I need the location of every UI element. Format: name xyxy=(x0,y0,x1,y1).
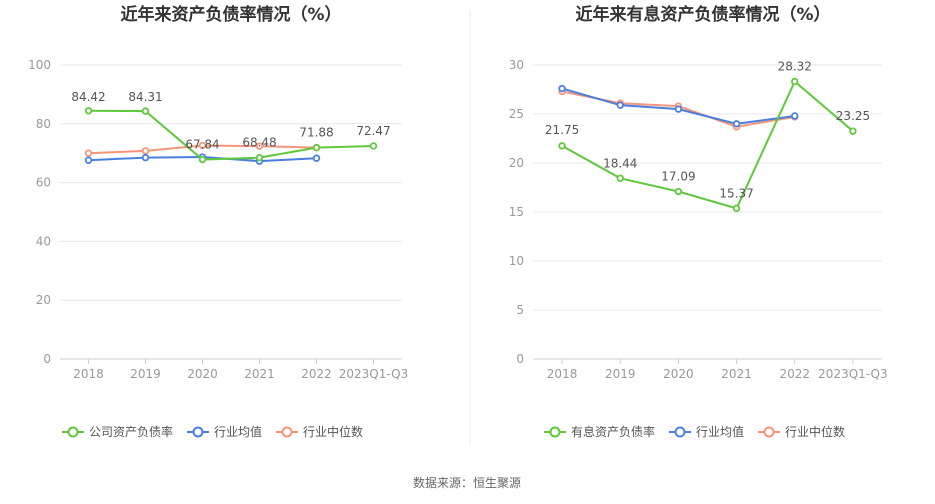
data-point-company xyxy=(255,153,264,162)
legend-marker xyxy=(192,426,204,438)
x-tick-label: 2021 xyxy=(244,367,275,381)
data-label: 84.42 xyxy=(71,90,105,104)
legend-item-company[interactable]: 有息资产负债率 xyxy=(544,424,655,439)
x-tick-label: 2019 xyxy=(605,367,636,381)
data-label: 28.32 xyxy=(778,59,812,73)
legend-marker xyxy=(674,426,686,438)
data-point-median xyxy=(141,147,150,155)
legend-label: 有息资产负债率 xyxy=(571,424,655,439)
series-line-company xyxy=(88,109,374,161)
x-tick-label: 2021 xyxy=(721,367,752,381)
legend-item-avg[interactable]: 行业均值 xyxy=(669,424,744,439)
x-tick-label: 2018 xyxy=(547,367,578,381)
data-point-avg xyxy=(791,112,799,120)
legend-label: 行业均值 xyxy=(214,424,262,439)
data-point-company xyxy=(312,143,321,152)
legend-item-median[interactable]: 行业中位数 xyxy=(758,424,845,439)
data-point-avg xyxy=(141,153,150,162)
y-tick-label: 30 xyxy=(509,58,524,72)
y-tick-label: 20 xyxy=(509,156,524,170)
legend-marker xyxy=(549,426,561,438)
legend-marker xyxy=(763,426,775,438)
legend-label: 行业中位数 xyxy=(785,424,845,439)
data-label: 17.09 xyxy=(661,170,695,184)
series-line-company xyxy=(561,79,854,210)
legend-label: 行业均值 xyxy=(696,424,744,439)
data-label: 21.75 xyxy=(545,123,579,137)
y-tick-label: 0 xyxy=(516,352,524,366)
x-tick-label: 2022 xyxy=(779,367,810,381)
data-point-company xyxy=(141,107,150,115)
x-tick-label: 2018 xyxy=(73,367,104,381)
y-tick-label: 0 xyxy=(43,352,51,366)
source-note: 数据来源：恒生聚源 xyxy=(413,475,521,490)
chart-panel-1: 近年来资产负债率情况（%） 0 20 40 60 80 100 2018 2019 2020 202… xyxy=(28,4,408,439)
y-tick-label: 15 xyxy=(509,205,524,219)
x-tick-label: 2023Q1-Q3 xyxy=(339,367,408,381)
chart-title: 近年来资产负债率情况（%） xyxy=(120,4,341,25)
data-point-company xyxy=(84,107,93,115)
data-label: 68.48 xyxy=(242,136,276,150)
y-tick-label: 60 xyxy=(36,176,51,190)
y-tick-label: 100 xyxy=(28,58,51,72)
data-label: 15.37 xyxy=(719,186,753,200)
data-point-avg xyxy=(732,120,741,128)
chart-title: 近年来有息资产负债率情况（%） xyxy=(575,4,830,25)
x-tick-label: 2019 xyxy=(130,367,161,381)
data-point-company xyxy=(674,187,683,196)
data-label: 72.47 xyxy=(356,124,390,138)
data-point-company xyxy=(732,204,741,213)
data-point-median xyxy=(255,142,264,150)
y-tick-label: 80 xyxy=(36,117,51,131)
data-label: 67.84 xyxy=(185,138,219,152)
legend-marker xyxy=(281,426,293,438)
legend-label: 公司资产负债率 xyxy=(89,424,173,439)
data-point-avg xyxy=(616,101,624,109)
x-tick-label: 2020 xyxy=(187,367,218,381)
y-tick-label: 25 xyxy=(509,107,524,121)
legend-label: 行业中位数 xyxy=(303,424,363,439)
y-tick-label: 5 xyxy=(516,303,524,317)
legend-item-company[interactable]: 公司资产负债率 xyxy=(62,424,173,439)
x-tick-label: 2023Q1-Q3 xyxy=(818,367,887,381)
data-point-company xyxy=(198,155,207,164)
x-tick-label: 2022 xyxy=(301,367,332,381)
data-point-company xyxy=(558,142,566,150)
data-point-median xyxy=(198,141,207,150)
data-label: 71.88 xyxy=(299,126,333,140)
legend-item-avg[interactable]: 行业均值 xyxy=(187,424,262,439)
data-point-company xyxy=(616,174,624,182)
data-label: 84.31 xyxy=(128,90,162,104)
x-tick-label: 2020 xyxy=(663,367,694,381)
data-point-avg xyxy=(312,154,321,162)
chart-panel-2: 近年来有息资产负债率情况（%） 0 5 10 15 20 25 30 2018 2019 2020 2… xyxy=(509,4,888,439)
data-label: 23.25 xyxy=(836,109,870,123)
data-point-avg xyxy=(674,105,683,113)
data-point-company xyxy=(849,127,857,135)
data-point-median xyxy=(84,149,93,157)
y-tick-label: 10 xyxy=(509,254,524,268)
legend-item-median[interactable]: 行业中位数 xyxy=(276,424,363,439)
y-tick-label: 20 xyxy=(36,293,51,307)
data-point-company xyxy=(369,142,378,150)
data-label: 18.44 xyxy=(603,156,637,170)
data-point-avg xyxy=(558,84,566,93)
legend-marker xyxy=(67,426,79,438)
data-point-avg xyxy=(84,156,93,164)
y-tick-label: 40 xyxy=(36,234,51,248)
data-point-company xyxy=(791,77,799,86)
